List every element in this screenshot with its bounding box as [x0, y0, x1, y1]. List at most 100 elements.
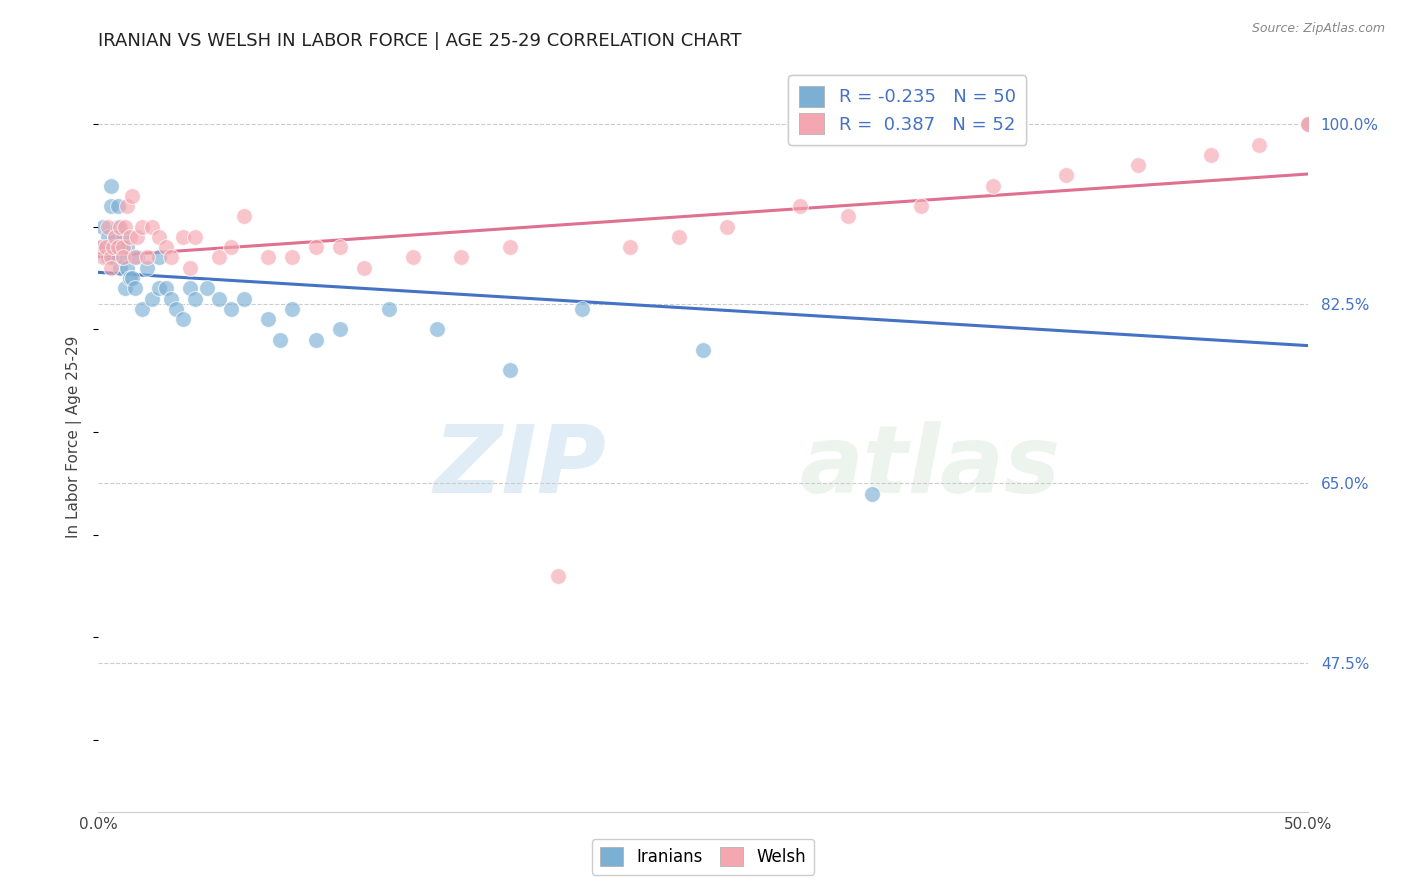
Point — [148, 251, 170, 265]
Point — [716, 219, 738, 234]
Point — [221, 240, 243, 254]
Point — [281, 251, 304, 265]
Point — [111, 230, 134, 244]
Text: atlas: atlas — [800, 421, 1062, 513]
Point — [91, 251, 114, 265]
Point — [221, 301, 243, 316]
Point — [108, 260, 131, 275]
Point — [668, 230, 690, 244]
Point — [981, 178, 1004, 193]
Point — [208, 292, 231, 306]
Point — [127, 230, 149, 244]
Point — [124, 251, 146, 265]
Point — [1296, 117, 1319, 131]
Point — [1128, 158, 1150, 172]
Point — [692, 343, 714, 357]
Point — [114, 219, 136, 234]
Point — [195, 281, 218, 295]
Point — [498, 240, 520, 254]
Point — [179, 260, 201, 275]
Point — [118, 230, 141, 244]
Point — [111, 251, 134, 265]
Point — [97, 219, 120, 234]
Point — [90, 240, 112, 254]
Point — [108, 240, 131, 254]
Point — [450, 251, 472, 265]
Point — [910, 199, 932, 213]
Point — [160, 292, 183, 306]
Point — [94, 240, 117, 254]
Point — [94, 240, 117, 254]
Point — [353, 260, 375, 275]
Point — [135, 251, 157, 265]
Point — [837, 210, 859, 224]
Point — [165, 301, 187, 316]
Point — [155, 240, 177, 254]
Point — [121, 189, 143, 203]
Point — [860, 486, 883, 500]
Point — [281, 301, 304, 316]
Point — [107, 240, 129, 254]
Point — [547, 568, 569, 582]
Point — [100, 178, 122, 193]
Legend: R = -0.235   N = 50, R =  0.387   N = 52: R = -0.235 N = 50, R = 0.387 N = 52 — [789, 75, 1026, 145]
Point — [108, 219, 131, 234]
Point — [91, 219, 114, 234]
Point — [426, 322, 449, 336]
Point — [111, 240, 134, 254]
Point — [256, 251, 278, 265]
Point — [789, 199, 811, 213]
Point — [104, 240, 127, 254]
Point — [232, 210, 254, 224]
Point — [1296, 117, 1319, 131]
Point — [117, 240, 139, 254]
Point — [232, 292, 254, 306]
Point — [100, 199, 122, 213]
Point — [121, 271, 143, 285]
Point — [155, 281, 177, 295]
Point — [377, 301, 399, 316]
Text: IRANIAN VS WELSH IN LABOR FORCE | AGE 25-29 CORRELATION CHART: IRANIAN VS WELSH IN LABOR FORCE | AGE 25… — [98, 32, 742, 50]
Point — [269, 333, 291, 347]
Point — [114, 281, 136, 295]
Point — [1296, 117, 1319, 131]
Point — [498, 363, 520, 377]
Point — [104, 230, 127, 244]
Point — [208, 251, 231, 265]
Point — [97, 251, 120, 265]
Point — [305, 333, 328, 347]
Point — [90, 240, 112, 254]
Point — [1199, 148, 1222, 162]
Point — [111, 251, 134, 265]
Point — [104, 230, 127, 244]
Point — [160, 251, 183, 265]
Point — [402, 251, 425, 265]
Point — [127, 251, 149, 265]
Point — [329, 322, 352, 336]
Legend: Iranians, Welsh: Iranians, Welsh — [592, 838, 814, 875]
Point — [256, 312, 278, 326]
Point — [100, 251, 122, 265]
Y-axis label: In Labor Force | Age 25-29: In Labor Force | Age 25-29 — [66, 336, 83, 538]
Point — [100, 260, 122, 275]
Point — [141, 292, 163, 306]
Point — [184, 230, 207, 244]
Point — [131, 219, 153, 234]
Point — [1249, 137, 1271, 152]
Point — [184, 292, 207, 306]
Point — [179, 281, 201, 295]
Point — [107, 219, 129, 234]
Point — [101, 251, 124, 265]
Point — [141, 219, 163, 234]
Point — [305, 240, 328, 254]
Point — [329, 240, 352, 254]
Point — [117, 199, 139, 213]
Point — [148, 230, 170, 244]
Point — [172, 230, 194, 244]
Point — [117, 260, 139, 275]
Point — [172, 312, 194, 326]
Point — [101, 240, 124, 254]
Point — [124, 281, 146, 295]
Point — [1054, 169, 1077, 183]
Point — [107, 199, 129, 213]
